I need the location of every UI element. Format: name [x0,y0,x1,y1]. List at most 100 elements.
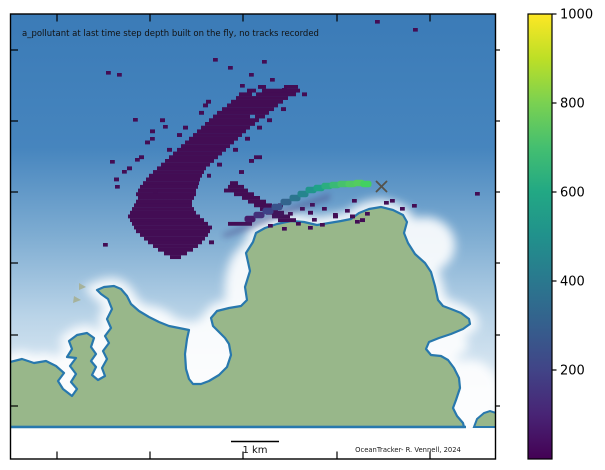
colorbar-tick-label: 400 [560,275,585,290]
land-corner-islet [472,409,496,428]
cloud-row [201,125,250,130]
cloud-row [255,114,265,119]
cloud-row [130,218,204,223]
cloud-row [143,181,199,186]
cloud-row [157,166,206,171]
pollutant-cell [282,227,287,231]
halo-spot [432,333,468,357]
cloud-row [254,155,262,160]
cloud-row [153,170,204,174]
cloud-row [138,196,194,200]
plot-title: a_pollutant at last time step depth buil… [22,29,319,39]
cloud-row [148,240,202,245]
pollutant-cell [413,28,418,32]
cloud-row [227,103,278,108]
cloud-row [139,155,144,160]
pollutant-cell [320,223,325,227]
cloud-row [136,229,210,234]
plume-cell [271,203,283,211]
pollutant-cell [262,60,267,64]
pollutant-cell [117,73,122,77]
colorbar [527,13,553,460]
cloud-row [222,107,274,112]
cloud-row [209,118,259,123]
source-marker-x [375,180,388,193]
colorbar-tick-label: 200 [560,364,585,379]
pollutant-cell [375,20,380,24]
cloud-row [167,147,172,152]
pollutant-cell [135,158,140,162]
pollutant-cell [249,73,254,77]
cloud-row [189,136,238,141]
cloud-row [130,210,196,215]
cloud-row [149,173,202,178]
cloud-row [213,114,250,119]
pollutant-cell [365,212,370,216]
cloud-row [217,110,269,115]
cloud-row [236,96,288,100]
cloud-row [278,218,296,223]
cloud-row [114,177,119,182]
plume-cell [280,198,292,206]
pollutant-cell [213,58,218,62]
cloud-row [249,159,254,163]
cloud-row [209,240,214,245]
cloud-row [245,136,250,141]
cloud-row [136,192,196,197]
pollutant-cell [345,209,350,213]
cloud-row [228,221,252,226]
cloud-row [165,159,214,163]
cloud-row [138,188,196,193]
cloud-row [173,151,222,156]
cloud-row [134,203,192,208]
pollutant-cell [150,137,155,141]
cloud-row [150,129,155,134]
cloud-row [153,244,198,248]
island [73,296,81,303]
cloud-row [170,255,181,260]
cloud-row [134,225,212,230]
plume-cell [360,180,372,188]
pollutant-cell [153,190,158,194]
cloud-row [181,144,230,149]
cloud-row [206,99,211,104]
cloud-row [242,196,260,200]
plume-cell [297,190,309,198]
cloud-row [248,199,266,204]
pollutant-cell [412,204,417,208]
cloud-row [164,251,187,256]
pollutant-cell [352,199,357,203]
cloud-row [203,103,208,108]
pollutant-cell [322,207,327,211]
pollutant-cell [288,212,293,216]
cloud-row [267,118,272,123]
pollutant-cell [475,192,480,196]
plume-cell [262,207,274,215]
cloud-row [183,125,188,130]
cloud-row [302,92,307,97]
cloud-row [185,140,234,145]
attribution: OceanTracker- R. Vennell, 2024 [355,446,461,454]
pollutant-cell [106,71,111,75]
cloud-row [127,166,132,171]
plume-cell [244,215,256,223]
pollutant-plume [222,179,372,238]
pollutant-cell [312,218,317,222]
pollutant-cell [355,220,360,224]
cloud-row [144,236,205,241]
cloud-row [262,88,300,93]
cloud-row [132,221,208,226]
cloud-row [230,181,238,186]
pollutant-cell [296,222,301,226]
plot-frame [9,13,497,460]
cloud-row [258,85,266,89]
pollutant-cell [103,243,108,247]
pollutant-cell [308,226,313,230]
cloud-row [197,129,246,134]
cloud-row [228,184,244,189]
pollutant-cloud [103,20,480,260]
halo-spot [181,318,233,386]
cloud-row [193,133,242,137]
colorbar-tick-label: 1000 [560,8,593,23]
